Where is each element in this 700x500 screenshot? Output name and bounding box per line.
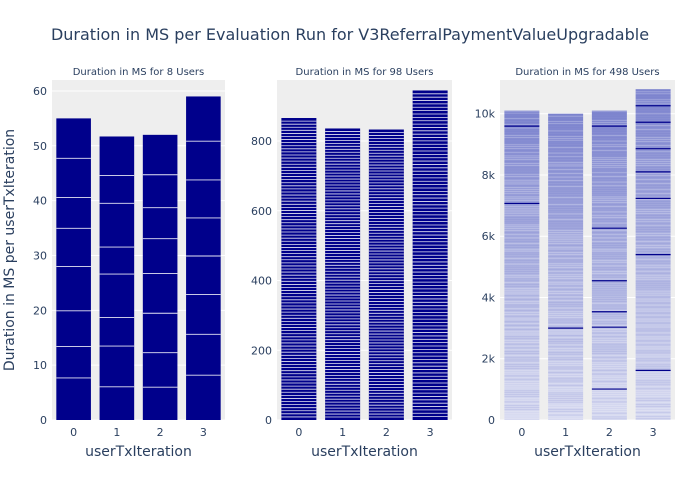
bar-3 (635, 89, 671, 421)
bar-2 (142, 134, 178, 420)
y-tick-label: 0 (40, 414, 47, 427)
x-axis-title: userTxIteration (85, 444, 192, 460)
x-tick-label: 3 (200, 426, 207, 439)
bar-fill (591, 110, 627, 421)
bar-2 (368, 129, 404, 420)
y-tick-label: 0 (488, 414, 495, 427)
bar-0 (56, 118, 91, 421)
bar-0 (281, 118, 317, 420)
y-axis-title: Duration in MS per userTxIteration (2, 129, 18, 371)
x-axis-title: userTxIteration (534, 444, 641, 460)
bar-1 (325, 128, 361, 420)
bar-fill (99, 136, 135, 420)
subplot-1: Duration in MS for 98 Users 0 200 400 600 800… (251, 67, 452, 460)
bar-1 (548, 113, 584, 420)
y-tick-label: 10k (475, 108, 496, 121)
subplot-2: Duration in MS for 498 Users 0 2k 4k 6k 8k 10k… (475, 67, 675, 460)
subplot-0: Duration in MS for 8 Users 0 10 20 30 40 50 60 0… (33, 67, 225, 460)
y-tick-label: 10 (33, 359, 47, 372)
bar-fill (142, 134, 178, 420)
y-tick-label: 60 (33, 85, 47, 98)
y-tick-label: 2k (482, 353, 496, 366)
subplot-title: Duration in MS for 98 Users (296, 67, 434, 78)
y-tick-label: 50 (33, 140, 47, 153)
y-tick-label: 400 (251, 275, 272, 288)
y-tick-label: 200 (251, 344, 272, 357)
x-tick-label: 0 (295, 426, 302, 439)
x-tick-label: 2 (157, 426, 164, 439)
x-tick-label: 2 (606, 426, 613, 439)
bar-fill (56, 118, 91, 421)
bar-1 (99, 136, 135, 420)
bar-3 (412, 90, 448, 420)
x-tick-label: 1 (113, 426, 120, 439)
x-tick-label: 0 (70, 426, 77, 439)
y-tick-label: 0 (265, 414, 272, 427)
x-axis-title: userTxIteration (311, 444, 418, 460)
y-tick-label: 6k (482, 230, 496, 243)
x-tick-label: 3 (427, 426, 434, 439)
bar-0 (504, 110, 540, 421)
bar-fill (186, 96, 221, 421)
x-tick-label: 2 (383, 426, 390, 439)
y-tick-label: 800 (251, 135, 272, 148)
chart-title: Duration in MS per Evaluation Run for V3… (51, 25, 649, 44)
x-tick-label: 3 (650, 426, 657, 439)
bar-fill (504, 110, 540, 421)
y-tick-label: 20 (33, 304, 47, 317)
y-tick-label: 4k (482, 291, 496, 304)
y-tick-label: 8k (482, 169, 496, 182)
subplots-group: Duration in MS for 8 Users01020304050600… (33, 67, 675, 460)
y-tick-label: 600 (251, 205, 272, 218)
x-tick-label: 1 (562, 426, 569, 439)
subplot-title: Duration in MS for 498 Users (515, 67, 659, 78)
y-tick-label: 30 (33, 249, 47, 262)
y-tick-label: 40 (33, 195, 47, 208)
bar-2 (591, 110, 627, 421)
x-tick-label: 1 (339, 426, 346, 439)
bar-3 (186, 96, 221, 421)
subplot-title: Duration in MS for 8 Users (73, 67, 205, 78)
x-tick-label: 0 (518, 426, 525, 439)
bar-fill (548, 113, 584, 420)
